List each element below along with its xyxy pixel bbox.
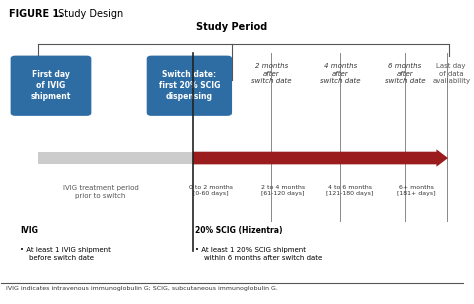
- FancyBboxPatch shape: [147, 56, 232, 116]
- Text: • At least 1 IVIG shipment
    before switch date: • At least 1 IVIG shipment before switch…: [20, 247, 111, 261]
- Text: Switch date:
first 20% SCIG
dispensing: Switch date: first 20% SCIG dispensing: [159, 70, 220, 101]
- FancyArrow shape: [193, 149, 448, 167]
- Text: • At least 1 20% SCIG shipment
    within 6 months after switch date: • At least 1 20% SCIG shipment within 6 …: [195, 247, 322, 261]
- Text: 2 months
after
switch date: 2 months after switch date: [251, 63, 292, 84]
- FancyArrow shape: [38, 152, 193, 164]
- Text: First day
of IVIG
shipment: First day of IVIG shipment: [31, 70, 71, 101]
- Text: IVIG treatment period
prior to switch: IVIG treatment period prior to switch: [63, 185, 138, 199]
- Text: FIGURE 1.: FIGURE 1.: [9, 9, 64, 19]
- Text: Study Design: Study Design: [55, 9, 123, 19]
- Text: 2 to 4 months
[61-120 days]: 2 to 4 months [61-120 days]: [261, 185, 305, 196]
- Text: Last day
of data
availability: Last day of data availability: [432, 63, 470, 84]
- Text: 4 to 6 months
[121-180 days]: 4 to 6 months [121-180 days]: [326, 185, 374, 196]
- Text: 4 months
after
switch date: 4 months after switch date: [320, 63, 361, 84]
- Text: 6 months
after
switch date: 6 months after switch date: [385, 63, 425, 84]
- Text: 6+ months
[181+ days]: 6+ months [181+ days]: [397, 185, 436, 196]
- Text: 20% SCIG (Hizentra): 20% SCIG (Hizentra): [195, 226, 283, 235]
- Text: Study Period: Study Period: [196, 22, 268, 32]
- Text: IVIG indicates intravenous immunoglobulin G; SCIG, subcutaneous immunoglobulin G: IVIG indicates intravenous immunoglobuli…: [6, 286, 278, 291]
- FancyBboxPatch shape: [10, 56, 91, 116]
- Text: 0 to 2 months
[0-60 days]: 0 to 2 months [0-60 days]: [189, 185, 233, 196]
- Text: IVIG: IVIG: [20, 226, 38, 235]
